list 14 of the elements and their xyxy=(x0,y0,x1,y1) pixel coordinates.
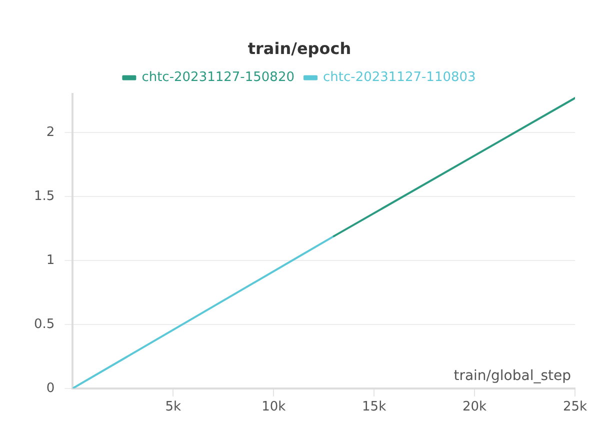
y-tick-label: 1 xyxy=(46,252,55,268)
x-tick-label: 5k xyxy=(165,400,182,415)
x-tick-label: 25k xyxy=(562,400,588,415)
x-axis-title: train/global_step xyxy=(454,368,572,384)
y-tick-label: 2 xyxy=(46,124,55,140)
legend-label: chtc-20231127-110803 xyxy=(323,70,476,86)
y-tick-label: 0.5 xyxy=(34,316,55,332)
x-tick-label: 20k xyxy=(462,400,488,415)
y-tick-label: 1.5 xyxy=(34,188,55,204)
x-tick-label: 15k xyxy=(362,400,387,415)
legend-label: chtc-20231127-150820 xyxy=(142,70,295,86)
chart-title: train/epoch xyxy=(248,38,352,58)
y-tick-label: 0 xyxy=(46,380,55,396)
x-tick-label: 10k xyxy=(262,400,286,415)
